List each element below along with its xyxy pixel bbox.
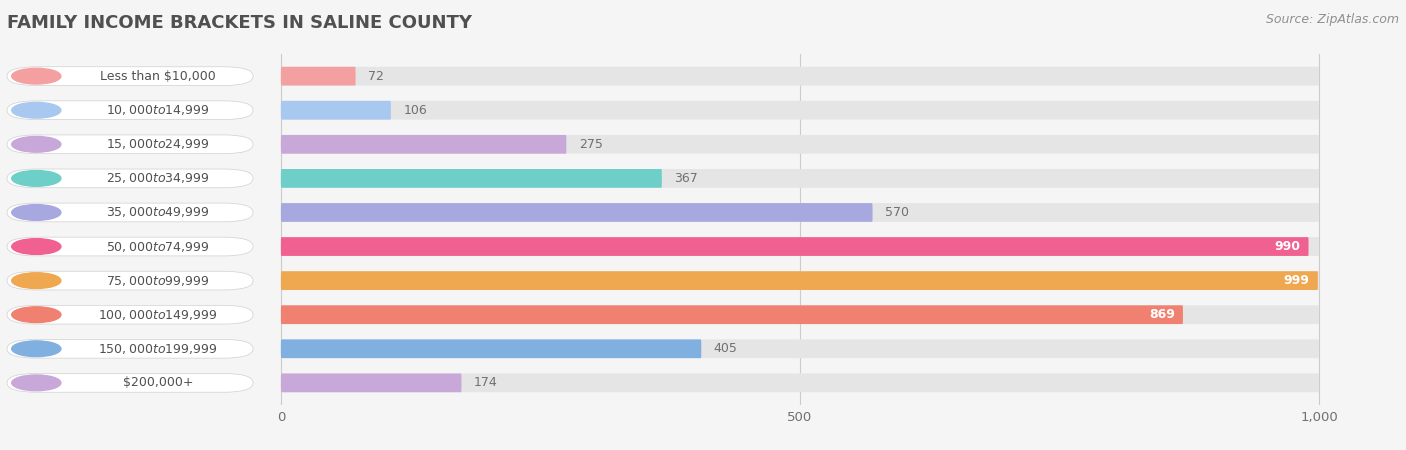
Text: 999: 999 <box>1284 274 1309 287</box>
Text: 174: 174 <box>474 376 498 389</box>
Text: FAMILY INCOME BRACKETS IN SALINE COUNTY: FAMILY INCOME BRACKETS IN SALINE COUNTY <box>7 14 472 32</box>
FancyBboxPatch shape <box>281 271 1317 290</box>
FancyBboxPatch shape <box>281 339 1319 358</box>
FancyBboxPatch shape <box>281 374 461 392</box>
FancyBboxPatch shape <box>281 339 702 358</box>
Text: 275: 275 <box>579 138 603 151</box>
FancyBboxPatch shape <box>281 135 567 154</box>
Text: $150,000 to $199,999: $150,000 to $199,999 <box>98 342 218 356</box>
FancyBboxPatch shape <box>281 374 1319 392</box>
Text: $200,000+: $200,000+ <box>122 376 193 389</box>
Text: $15,000 to $24,999: $15,000 to $24,999 <box>105 137 209 151</box>
FancyBboxPatch shape <box>281 135 1319 154</box>
FancyBboxPatch shape <box>281 203 873 222</box>
FancyBboxPatch shape <box>281 101 391 120</box>
Text: 869: 869 <box>1149 308 1174 321</box>
Text: $25,000 to $34,999: $25,000 to $34,999 <box>105 171 209 185</box>
Text: 106: 106 <box>404 104 427 117</box>
Text: 990: 990 <box>1274 240 1301 253</box>
FancyBboxPatch shape <box>281 305 1319 324</box>
FancyBboxPatch shape <box>281 237 1309 256</box>
FancyBboxPatch shape <box>281 67 1319 86</box>
Text: 367: 367 <box>675 172 697 185</box>
Text: $50,000 to $74,999: $50,000 to $74,999 <box>105 239 209 253</box>
Text: $100,000 to $149,999: $100,000 to $149,999 <box>98 308 218 322</box>
Text: 405: 405 <box>714 342 738 355</box>
FancyBboxPatch shape <box>281 67 356 86</box>
Text: Less than $10,000: Less than $10,000 <box>100 70 215 83</box>
Text: $35,000 to $49,999: $35,000 to $49,999 <box>105 206 209 220</box>
Text: 72: 72 <box>368 70 384 83</box>
FancyBboxPatch shape <box>281 237 1319 256</box>
FancyBboxPatch shape <box>281 271 1319 290</box>
Text: $75,000 to $99,999: $75,000 to $99,999 <box>105 274 209 288</box>
FancyBboxPatch shape <box>281 203 1319 222</box>
Text: $10,000 to $14,999: $10,000 to $14,999 <box>105 103 209 117</box>
Text: Source: ZipAtlas.com: Source: ZipAtlas.com <box>1265 14 1399 27</box>
FancyBboxPatch shape <box>281 169 1319 188</box>
FancyBboxPatch shape <box>281 305 1182 324</box>
FancyBboxPatch shape <box>281 169 662 188</box>
FancyBboxPatch shape <box>281 101 1319 120</box>
Text: 570: 570 <box>884 206 910 219</box>
